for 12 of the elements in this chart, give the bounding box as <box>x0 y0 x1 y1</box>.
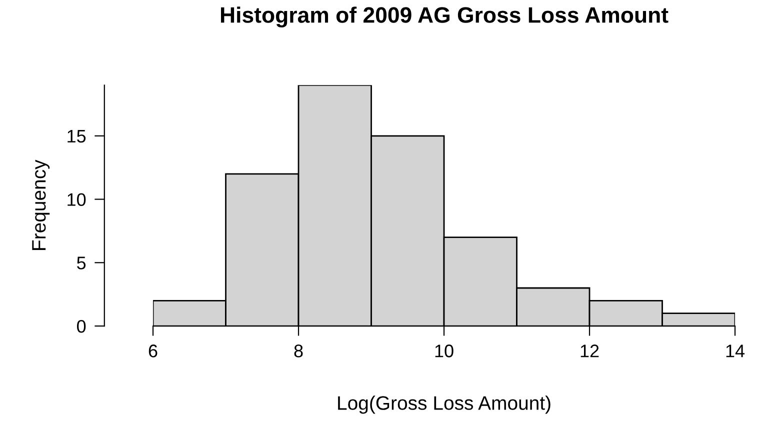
y-tick-label: 5 <box>77 256 86 270</box>
x-axis-title: Log(Gross Loss Amount) <box>338 396 550 414</box>
y-tick-label: 10 <box>68 193 86 206</box>
y-tick-label: 15 <box>68 130 86 143</box>
x-tick-label: 10 <box>435 344 454 358</box>
y-tick-label: 0 <box>77 320 86 333</box>
x-tick-label: 8 <box>294 344 303 358</box>
x-tick-label: 12 <box>580 344 599 358</box>
chart-title: Histogram of 2009 AG Gross Loss Amount <box>220 6 668 28</box>
x-tick-label: 6 <box>148 344 158 358</box>
y-axis-title: Frequency <box>32 160 50 250</box>
x-tick-label: 14 <box>726 344 745 358</box>
